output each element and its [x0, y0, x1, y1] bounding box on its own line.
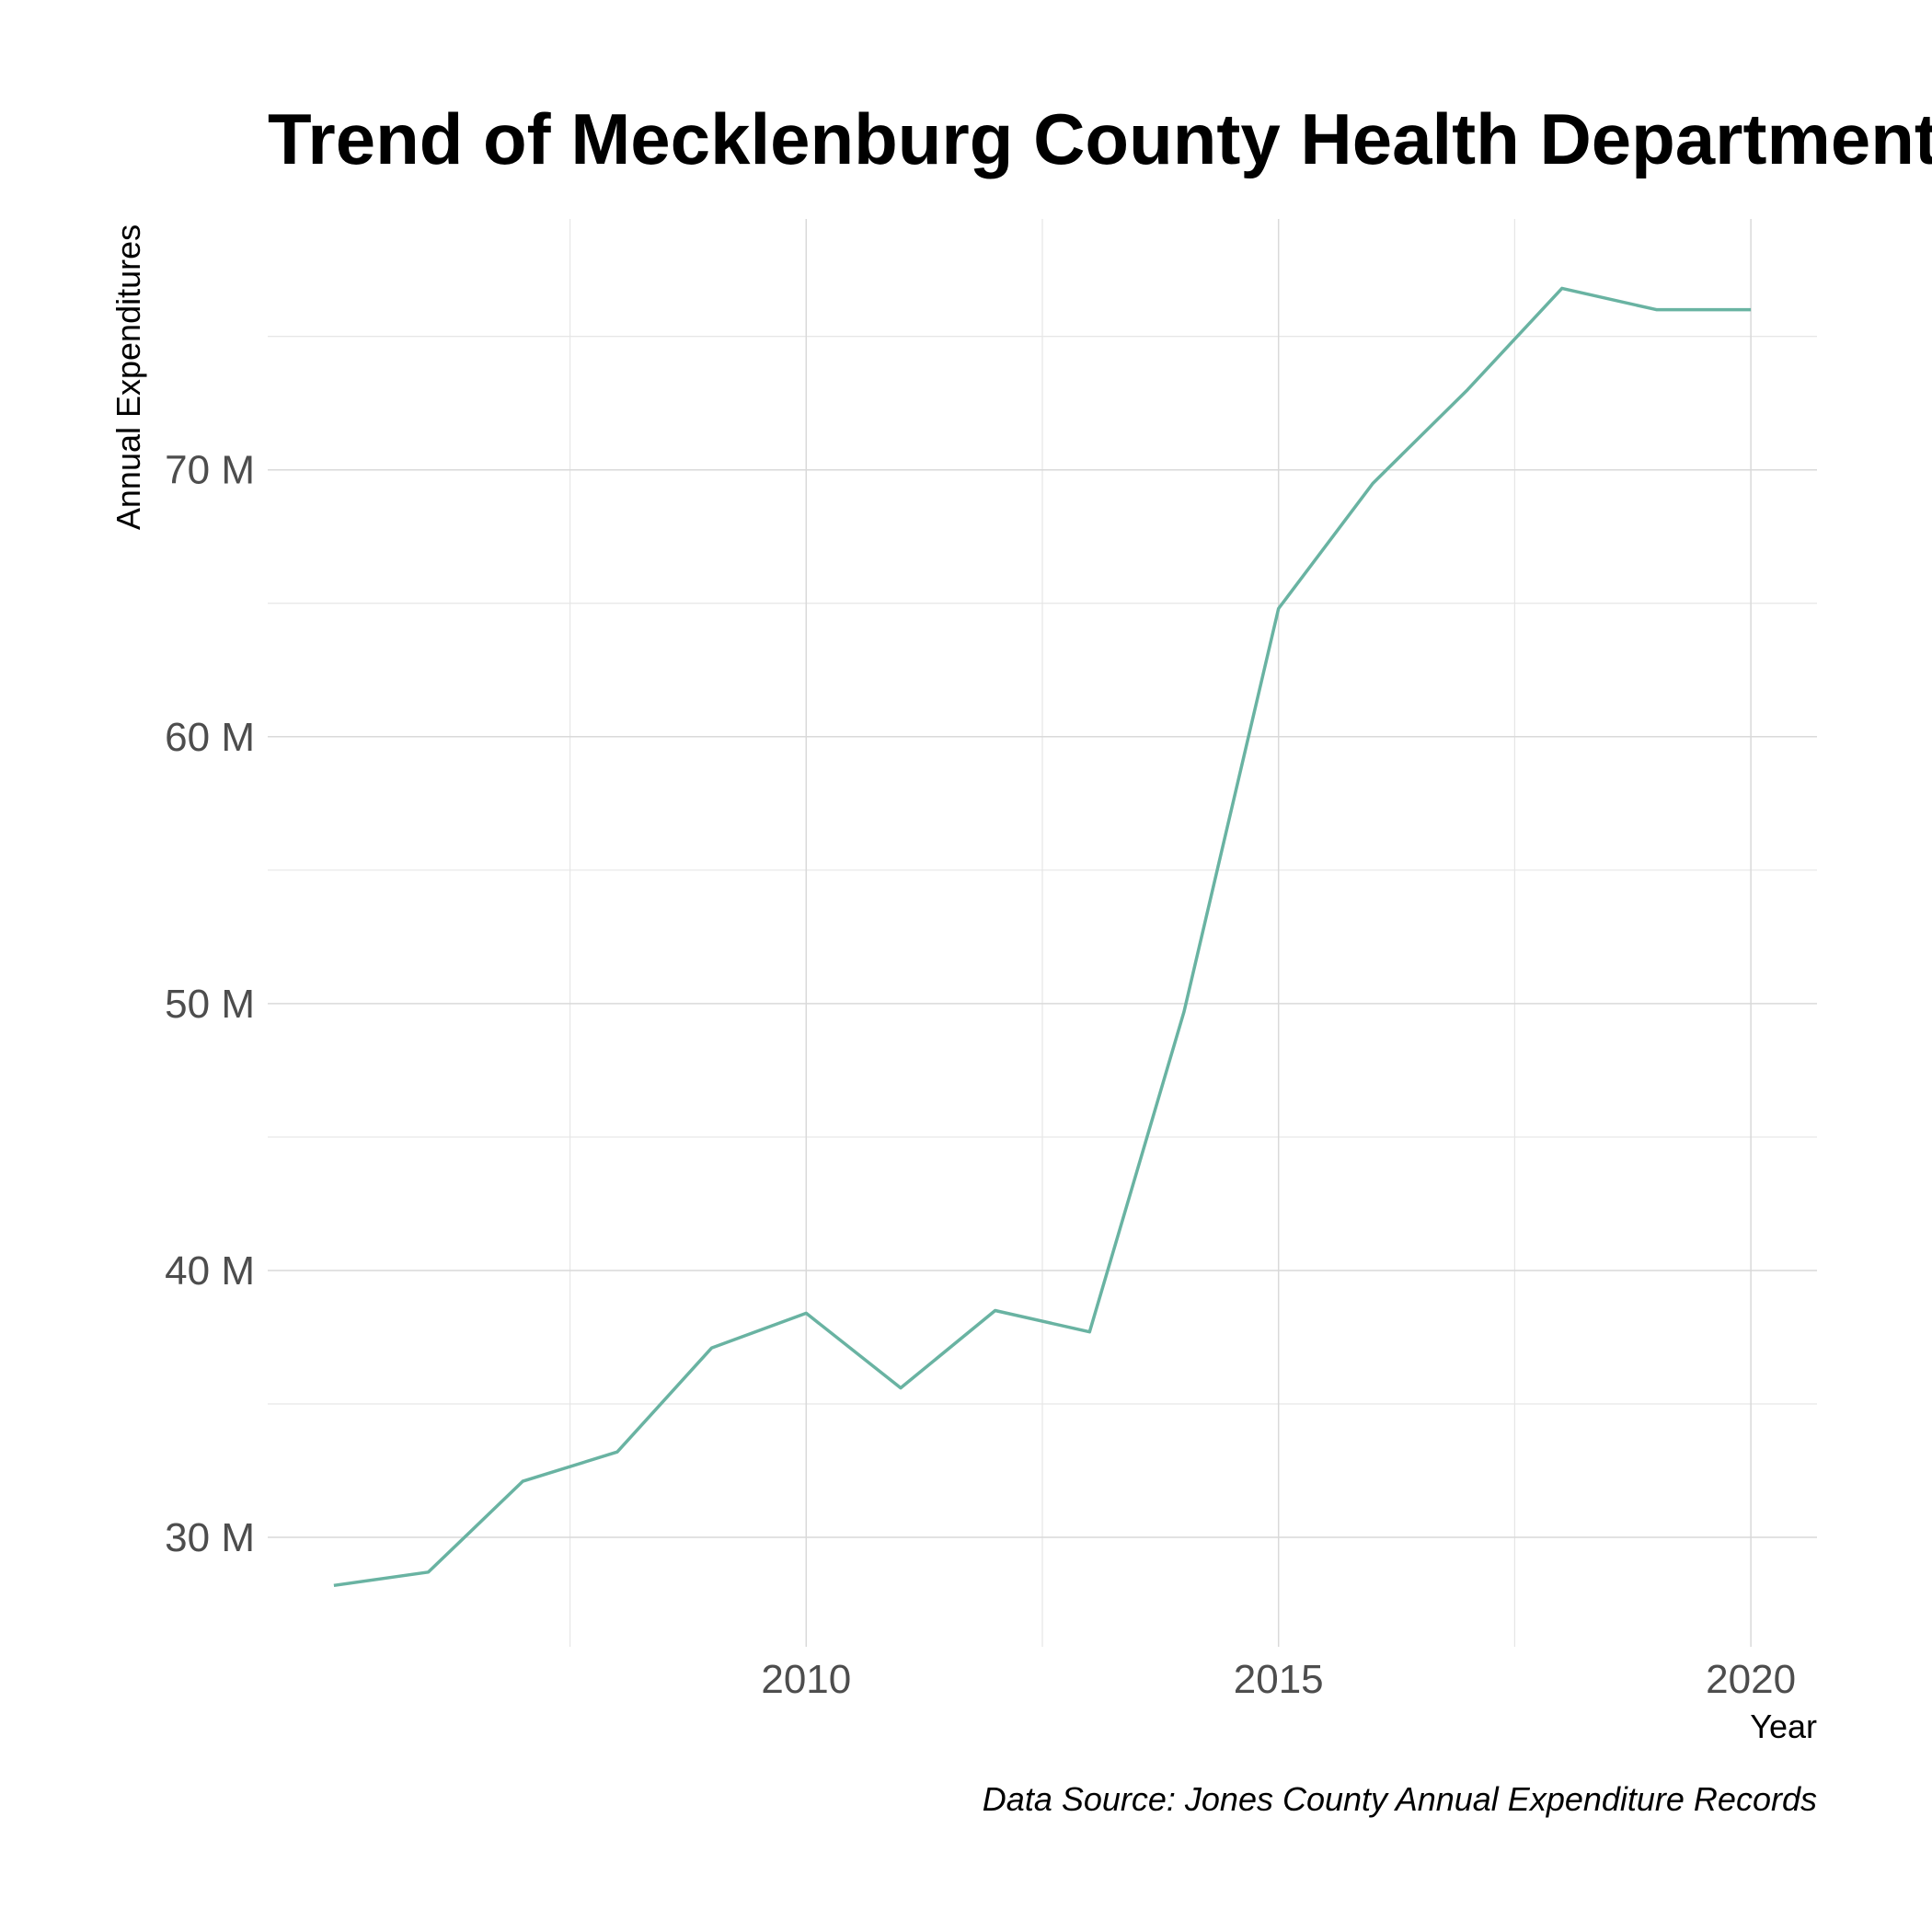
chart-title: Trend of Mecklenburg County Health Depar…	[268, 98, 1932, 179]
y-tick-label: 50 M	[165, 982, 255, 1027]
series-line-group	[333, 286, 1752, 1588]
grid	[268, 219, 1817, 1647]
x-axis-ticks: 2010 2015 2020	[761, 1657, 1796, 1702]
y-tick-label: 60 M	[165, 715, 255, 760]
x-tick-label: 2020	[1706, 1657, 1796, 1702]
y-tick-label: 40 M	[165, 1248, 255, 1294]
x-tick-label: 2010	[761, 1657, 851, 1702]
y-tick-label: 30 M	[165, 1515, 255, 1560]
x-tick-label: 2015	[1234, 1657, 1324, 1702]
y-tick-label: 70 M	[165, 448, 255, 493]
x-axis-label: Year	[1750, 1708, 1817, 1745]
y-axis-ticks: 30 M 40 M 50 M 60 M 70 M	[165, 448, 255, 1560]
series-line	[333, 286, 1752, 1588]
y-axis-label: Annual Expenditures	[109, 224, 147, 530]
chart-caption: Data Source: Jones County Annual Expendi…	[983, 1780, 1817, 1818]
